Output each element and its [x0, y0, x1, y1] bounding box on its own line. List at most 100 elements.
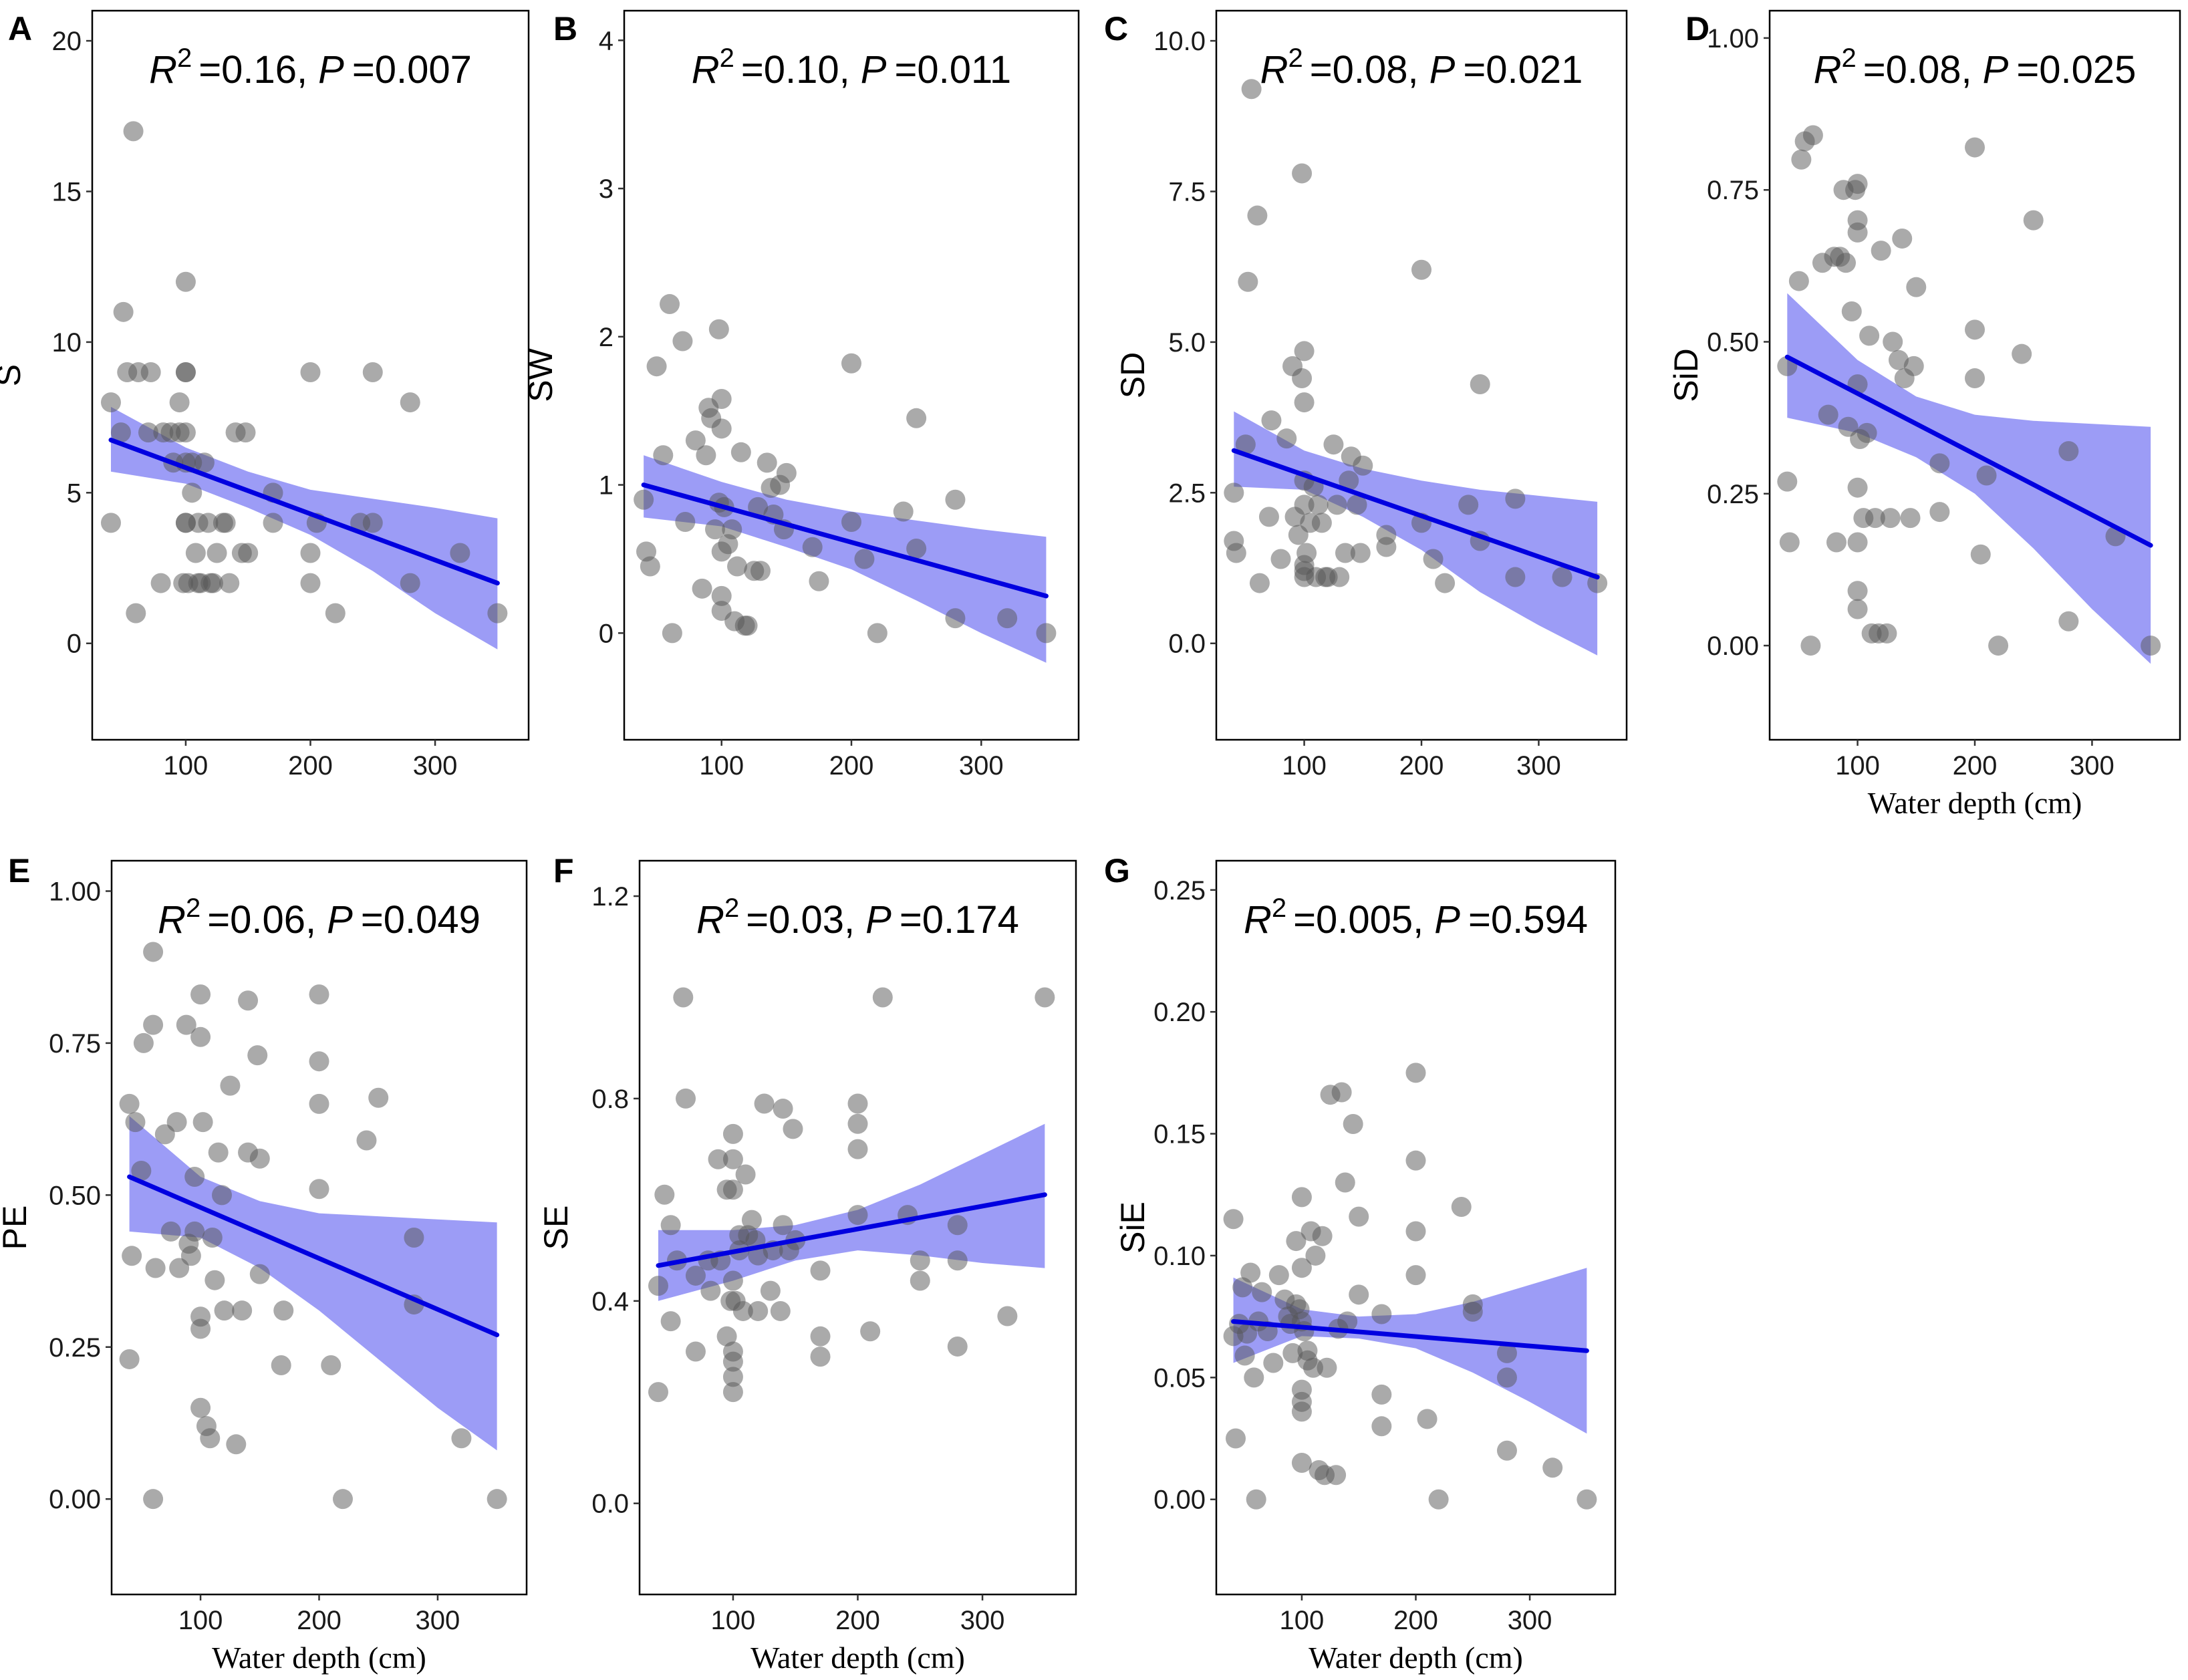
data-point — [1376, 525, 1397, 545]
data-point — [1258, 507, 1279, 527]
data-point — [910, 1270, 930, 1291]
r-symbol: R — [1244, 898, 1272, 942]
data-point — [309, 1051, 329, 1072]
r2-value: =0.005, — [1293, 898, 1423, 942]
data-point — [1261, 410, 1282, 431]
data-point — [722, 1149, 743, 1169]
data-point — [180, 1246, 201, 1266]
y-axis-label: SE — [537, 1206, 575, 1250]
data-point — [362, 362, 383, 382]
data-point — [1542, 1457, 1563, 1478]
y-tick-label: 5.0 — [1168, 328, 1206, 358]
data-point — [1435, 573, 1456, 593]
data-point — [893, 501, 914, 522]
data-point — [1263, 1353, 1284, 1373]
data-point — [309, 1179, 329, 1200]
panel-d: 0.00 0.25 0.50 0.75 1.00 100 200 300 SiD Water de… — [1667, 9, 2181, 820]
y-tick-label: 0.00 — [49, 1485, 101, 1514]
confidence-band — [1233, 1268, 1587, 1434]
superscript-2: 2 — [1272, 893, 1286, 923]
data-point — [906, 538, 927, 559]
p-value: =0.174 — [900, 898, 1019, 942]
x-tick-label: 300 — [1516, 751, 1561, 781]
data-point — [1296, 543, 1317, 563]
data-point — [1411, 259, 1431, 280]
data-point — [708, 1149, 728, 1169]
data-point — [1587, 573, 1608, 593]
data-point — [654, 1184, 675, 1205]
x-tick-label: 200 — [297, 1606, 341, 1635]
data-point — [1294, 341, 1315, 362]
data-point — [727, 556, 748, 577]
y-tick-label: 10.0 — [1153, 27, 1206, 56]
data-point — [847, 1205, 868, 1226]
data-point — [238, 543, 259, 563]
data-point — [1276, 428, 1297, 449]
data-point — [356, 1130, 377, 1151]
x-axis-label: Water depth (cm) — [1868, 786, 2082, 820]
data-point — [190, 1397, 211, 1418]
data-point — [1246, 1489, 1266, 1510]
data-point — [1417, 1409, 1438, 1429]
data-point — [1294, 495, 1315, 515]
data-point — [1462, 1301, 1483, 1322]
data-point — [487, 603, 508, 623]
r2-value: =0.06, — [207, 898, 316, 942]
data-point — [2012, 343, 2032, 364]
y-tick-label: 1.00 — [49, 877, 101, 906]
data-point — [1818, 404, 1838, 425]
data-point — [737, 615, 758, 636]
data-point — [122, 1246, 142, 1266]
data-point — [757, 452, 777, 473]
data-point — [841, 512, 861, 533]
data-point — [854, 549, 875, 569]
data-point — [692, 578, 712, 599]
y-axis-label: SiD — [1667, 348, 1705, 402]
data-point — [1496, 1367, 1517, 1388]
data-point — [1865, 508, 1885, 529]
data-point — [722, 1270, 743, 1291]
y-tick-label: 0.75 — [1707, 176, 1759, 205]
x-tick-label: 100 — [164, 751, 209, 781]
data-point — [215, 513, 236, 533]
y-axis-label: PE — [0, 1206, 33, 1250]
data-point — [1988, 636, 2009, 656]
data-point — [810, 1260, 831, 1281]
data-point — [1347, 495, 1367, 515]
data-point — [1929, 502, 1950, 523]
data-point — [166, 1112, 187, 1133]
data-point — [748, 1300, 769, 1321]
x-tick-label: 100 — [699, 751, 744, 781]
data-point — [711, 418, 732, 439]
panel-letter: D — [1685, 10, 1710, 47]
data-point — [1331, 1082, 1352, 1103]
p-value: =0.007 — [352, 48, 472, 92]
stat-annotation: R2 =0.16, P =0.007 — [149, 43, 472, 92]
data-point — [1305, 1245, 1326, 1266]
data-point — [730, 442, 751, 462]
data-point — [685, 430, 706, 451]
data-point — [1252, 1282, 1272, 1302]
data-point — [212, 1185, 233, 1206]
y-tick-label: 0.50 — [1707, 327, 1759, 357]
r-symbol: R — [1814, 48, 1842, 92]
data-point — [1428, 1489, 1449, 1510]
y-tick-label: 0.4 — [591, 1287, 629, 1316]
data-point — [770, 1300, 791, 1321]
data-point — [1847, 599, 1868, 619]
stat-annotation: R2 =0.10, P =0.011 — [692, 43, 1011, 92]
y-tick-label: 0.8 — [591, 1085, 629, 1114]
data-point — [184, 1221, 205, 1242]
data-point — [722, 1351, 743, 1372]
data-point — [1965, 319, 1985, 340]
data-point — [450, 543, 470, 563]
x-axis-label: Water depth (cm) — [212, 1641, 426, 1675]
data-point — [776, 462, 797, 483]
data-point — [1224, 482, 1244, 503]
data-point — [716, 1326, 737, 1347]
r2-value: =0.08, — [1310, 48, 1419, 92]
data-point — [1350, 543, 1371, 563]
data-point — [1888, 349, 1909, 370]
data-point — [660, 294, 680, 315]
